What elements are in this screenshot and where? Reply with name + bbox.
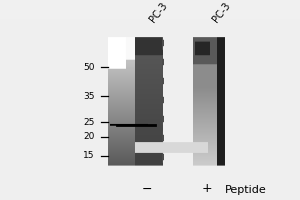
Text: 35: 35 — [83, 92, 94, 101]
Text: 50: 50 — [83, 63, 94, 72]
Text: 15: 15 — [83, 151, 94, 160]
Text: Peptide: Peptide — [225, 185, 267, 195]
Text: +: + — [202, 182, 212, 195]
Text: 20: 20 — [83, 132, 94, 141]
Text: PC-3: PC-3 — [211, 1, 233, 25]
Text: −: − — [142, 182, 152, 195]
Text: 25: 25 — [83, 118, 94, 127]
Text: PC-3: PC-3 — [148, 1, 170, 25]
